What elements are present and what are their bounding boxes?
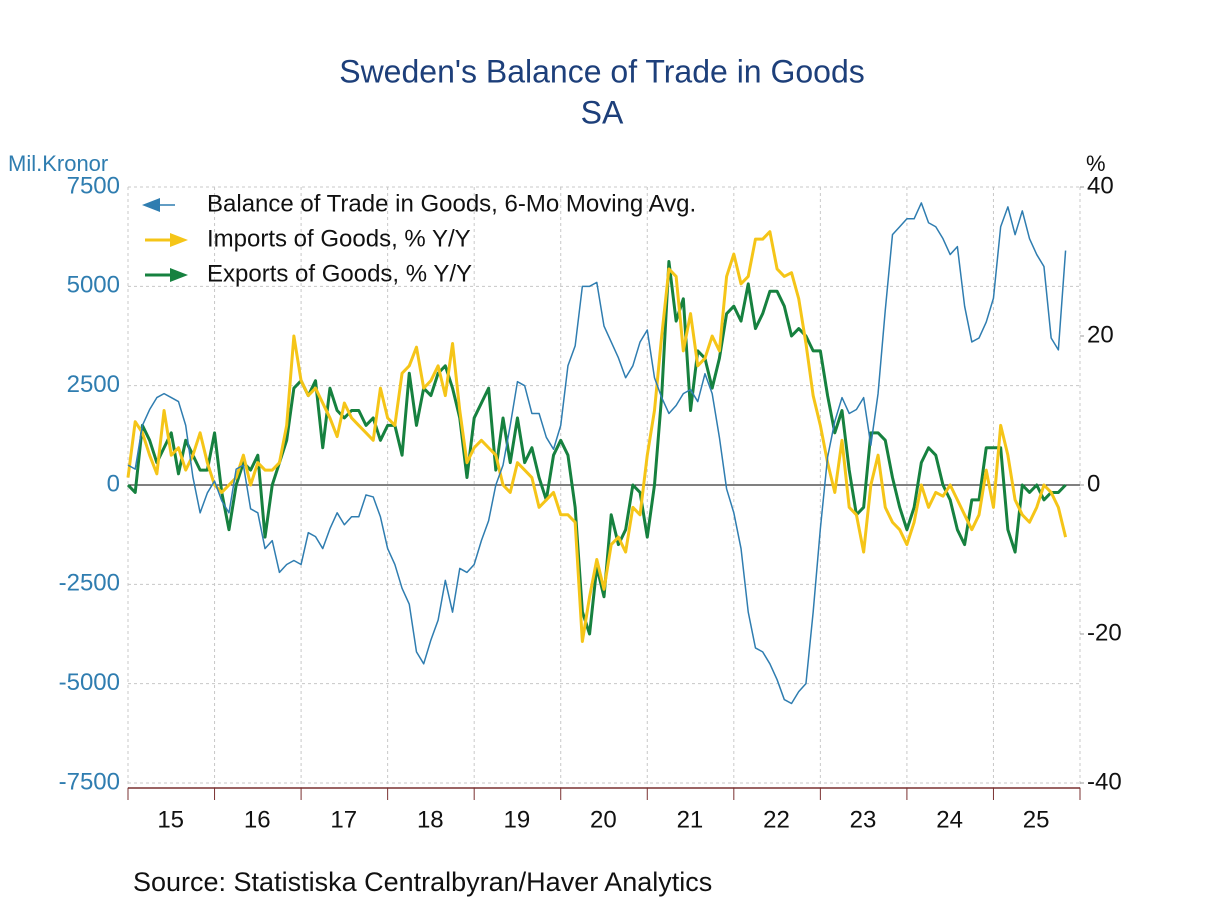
legend-label: Imports of Goods, % Y/Y (207, 225, 471, 252)
x-tick-label: 23 (850, 806, 877, 833)
y-tick-label: 7500 (67, 172, 120, 199)
y2-tick-label: -40 (1087, 768, 1122, 795)
series-line (126, 230, 1068, 643)
x-tick-label: 16 (244, 806, 271, 833)
x-tick-label: 24 (936, 806, 963, 833)
y-tick-label: -7500 (59, 768, 120, 795)
x-tick-label: 15 (157, 806, 184, 833)
chart-subtitle: SA (581, 94, 624, 130)
x-tick-label: 21 (677, 806, 704, 833)
y-tick-label: 2500 (67, 371, 120, 398)
y2-tick-label: 20 (1087, 321, 1114, 348)
y2-tick-label: 40 (1087, 172, 1114, 199)
y-tick-label: -2500 (59, 570, 120, 597)
series-line (126, 260, 1067, 636)
y2-tick-label: -20 (1087, 619, 1122, 646)
legend-arrow (142, 198, 160, 212)
y-tick-label: 0 (107, 470, 120, 497)
chart-title: Sweden's Balance of Trade in Goods (339, 53, 865, 89)
legend-label: Exports of Goods, % Y/Y (207, 260, 472, 287)
x-tick-label: 20 (590, 806, 617, 833)
x-tick-label: 18 (417, 806, 444, 833)
x-tick-label: 19 (503, 806, 530, 833)
y-axis-label: Mil.Kronor (8, 151, 108, 176)
legend-arrow (170, 268, 188, 282)
x-tick-label: 17 (330, 806, 357, 833)
y2-tick-label: 0 (1087, 470, 1100, 497)
x-tick-label: 22 (763, 806, 790, 833)
x-tick-label: 25 (1023, 806, 1050, 833)
source-note: Source: Statistiska Centralbyran/Haver A… (133, 867, 712, 897)
legend-arrow (170, 233, 188, 247)
y-tick-label: -5000 (59, 669, 120, 696)
y-tick-label: 5000 (67, 272, 120, 299)
y2-axis-label: % (1086, 151, 1106, 176)
legend-label: Balance of Trade in Goods, 6-Mo Moving A… (207, 190, 696, 217)
series-line (127, 202, 1067, 705)
